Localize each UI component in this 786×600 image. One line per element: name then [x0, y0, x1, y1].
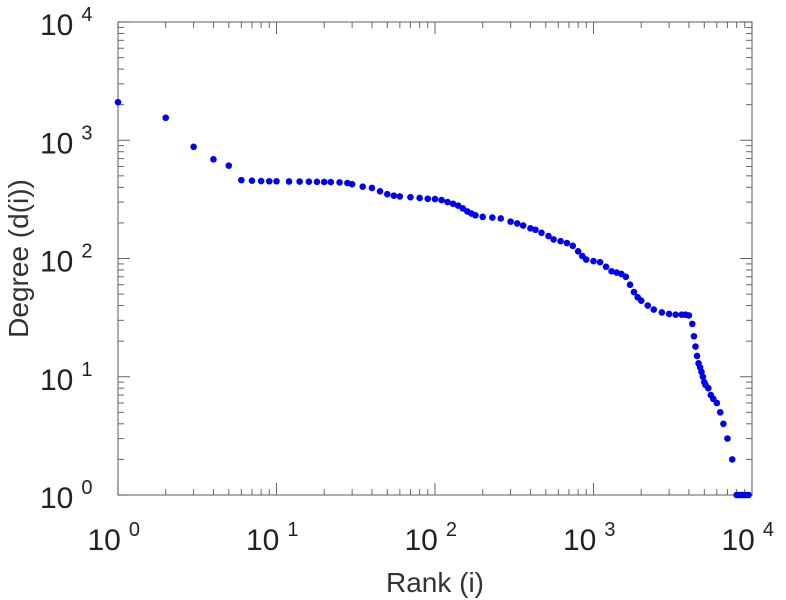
- data-point: [688, 320, 696, 328]
- data-point: [431, 195, 439, 203]
- data-point: [685, 312, 693, 319]
- tick-marks: [117, 21, 753, 496]
- x-axis-label: Rank (i): [386, 567, 484, 598]
- plot-frame: [117, 21, 753, 496]
- data-point: [225, 162, 233, 169]
- data-point: [532, 226, 539, 234]
- data-point: [114, 98, 122, 106]
- data-point: [745, 491, 752, 499]
- data-point: [327, 178, 335, 186]
- data-point: [716, 409, 724, 416]
- data-point: [248, 177, 256, 184]
- y-tick-label: 10 4: [40, 4, 93, 42]
- data-point: [574, 248, 582, 255]
- data-point: [538, 229, 545, 237]
- data-point: [449, 200, 457, 208]
- data-point: [644, 302, 652, 309]
- data-point: [444, 198, 451, 206]
- data-point: [383, 190, 391, 198]
- data-point: [507, 218, 514, 225]
- data-point: [692, 343, 699, 350]
- data-point: [416, 194, 423, 202]
- data-point: [390, 192, 398, 199]
- data-point: [513, 220, 521, 227]
- data-point: [658, 309, 666, 316]
- data-point: [665, 310, 673, 318]
- x-tick-label: 10 1: [246, 519, 299, 557]
- data-point: [602, 263, 610, 271]
- data-point: [454, 202, 462, 209]
- x-tick-label: 10 2: [405, 519, 458, 557]
- data-point: [497, 215, 505, 222]
- data-point: [348, 180, 356, 188]
- y-axis-label: Degree (d(i)): [3, 179, 34, 338]
- data-point: [527, 225, 534, 232]
- data-point: [720, 420, 727, 428]
- data-point: [713, 399, 721, 407]
- data-point: [563, 239, 571, 247]
- data-point: [407, 193, 414, 201]
- x-tick-label: 10 0: [88, 519, 141, 557]
- data-point: [296, 178, 303, 185]
- data-point: [550, 236, 557, 243]
- data-point: [438, 196, 445, 204]
- data-point: [608, 267, 615, 275]
- y-tick-label: 10 3: [40, 122, 93, 160]
- data-point: [637, 297, 645, 304]
- data-point: [724, 435, 731, 442]
- x-tick-label: 10 4: [722, 519, 775, 557]
- data-point: [273, 177, 280, 185]
- x-tick-label: 10 3: [563, 519, 616, 557]
- data-point: [257, 177, 265, 185]
- data-point: [305, 178, 313, 186]
- data-point: [238, 176, 245, 184]
- data-point: [693, 352, 701, 360]
- data-point: [376, 188, 384, 195]
- data-point: [313, 178, 321, 186]
- data-point: [545, 232, 552, 240]
- data-point: [162, 114, 170, 122]
- data-point: [479, 213, 487, 221]
- data-point: [596, 258, 604, 266]
- data-point: [626, 281, 634, 289]
- data-point: [690, 332, 698, 340]
- data-point: [320, 178, 328, 186]
- data-point: [728, 456, 736, 463]
- data-point: [569, 242, 577, 250]
- data-point: [650, 306, 658, 313]
- data-point: [704, 384, 712, 392]
- data-point: [630, 288, 638, 296]
- data-point: [489, 214, 496, 221]
- data-point: [557, 237, 564, 245]
- data-point: [672, 311, 679, 318]
- data-point: [285, 178, 293, 185]
- data-points: [114, 98, 752, 499]
- y-tick-label: 10 1: [40, 359, 93, 397]
- data-point: [190, 143, 197, 151]
- data-point: [622, 273, 630, 281]
- data-point: [210, 156, 217, 163]
- data-point: [699, 373, 707, 381]
- data-point: [519, 222, 527, 229]
- y-tick-label: 10 0: [40, 477, 93, 515]
- data-point: [582, 256, 590, 263]
- data-point: [590, 257, 597, 265]
- y-tick-label: 10 2: [40, 241, 93, 279]
- data-point: [265, 177, 273, 185]
- data-point: [359, 183, 367, 190]
- data-point: [368, 184, 376, 192]
- data-point: [396, 193, 404, 200]
- x-tick-labels: 10 0 10 1 10 2 10 3 10 4: [88, 519, 775, 557]
- data-point: [336, 179, 343, 186]
- data-point: [472, 211, 479, 219]
- data-point: [424, 195, 432, 203]
